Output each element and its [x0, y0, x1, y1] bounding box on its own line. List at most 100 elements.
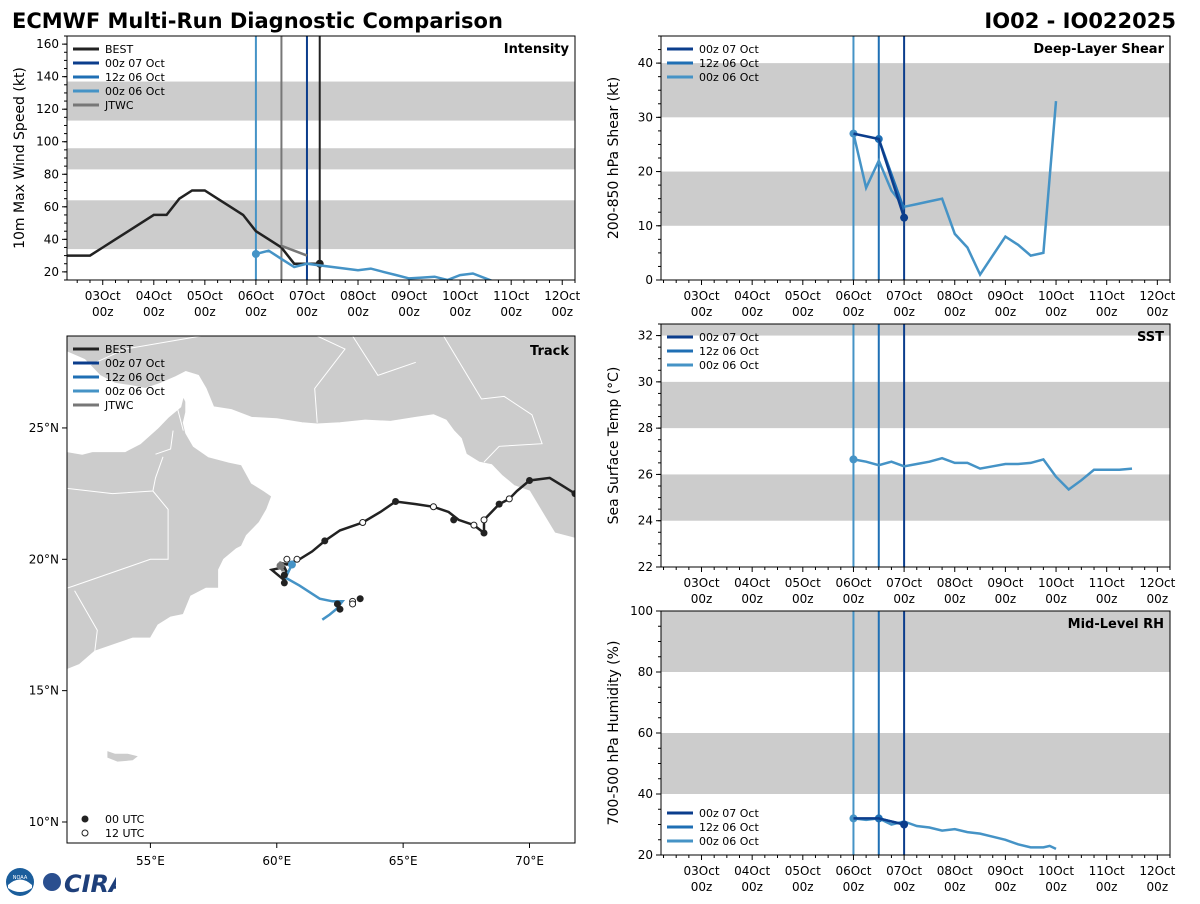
rh-x-tick-label: 06Oct	[835, 864, 871, 878]
best-track-12utc-marker	[470, 521, 478, 529]
intensity-series-line	[67, 189, 320, 265]
best-track-00utc-marker	[571, 490, 575, 498]
rh-x-tick-label-hour: 00z	[893, 880, 915, 894]
shear-x-tick-label-hour: 00z	[691, 305, 713, 319]
intensity-y-tick-label: 160	[36, 37, 59, 51]
rh-x-tick-label: 10Oct	[1038, 864, 1074, 878]
track-y-tick-label: 20°N	[29, 552, 59, 566]
best-track-00utc-marker	[336, 605, 344, 613]
rh-x-tick-label: 08Oct	[937, 864, 973, 878]
shear-legend-label: 00z 07 Oct	[699, 43, 759, 56]
track-panel-title: Track	[530, 344, 569, 359]
intensity-band	[67, 200, 575, 250]
rh-x-tick-label-hour: 00z	[1045, 880, 1067, 894]
best-track-12utc-marker	[293, 555, 301, 563]
best-track-12utc-marker	[505, 495, 513, 503]
shear-y-axis-label: 200-850 hPa Shear (kt)	[606, 77, 622, 239]
intensity-legend-label: 00z 07 Oct	[105, 57, 165, 70]
rh-legend-label: 00z 06 Oct	[699, 835, 759, 848]
shear-x-tick-label-hour: 00z	[843, 305, 865, 319]
sst-x-tick-label: 03Oct	[684, 576, 720, 590]
sst-x-tick-label: 11Oct	[1089, 576, 1125, 590]
track-legend-label: 00z 06 Oct	[105, 385, 165, 398]
intensity-legend-label: BEST	[105, 43, 133, 56]
shear-series-line	[852, 100, 1058, 278]
intensity-y-tick-label: 20	[44, 265, 59, 279]
rh-x-tick-label: 11Oct	[1089, 864, 1125, 878]
sst-series-line	[853, 456, 1133, 492]
rh-x-tick-label-hour: 00z	[944, 880, 966, 894]
shear-x-tick-label-hour: 00z	[741, 305, 763, 319]
intensity-band	[67, 148, 575, 170]
noaa-cira-logo: NOAA CIRA	[6, 868, 116, 898]
sst-x-tick-label-hour: 00z	[1147, 592, 1169, 606]
sst-x-tick-label: 07Oct	[886, 576, 922, 590]
rh-x-tick-label-hour: 00z	[995, 880, 1017, 894]
shear-x-tick-label: 07Oct	[886, 289, 922, 303]
cira-globe	[43, 873, 61, 891]
sst-y-tick-label: 28	[638, 421, 653, 435]
shear-x-tick-label-hour: 00z	[1147, 305, 1169, 319]
rh-y-tick-label: 20	[638, 848, 653, 862]
shear-band	[661, 171, 1170, 226]
intensity-x-tick-label-hour: 00z	[551, 305, 573, 319]
shear-x-tick-label: 11Oct	[1089, 289, 1125, 303]
country-border	[443, 336, 543, 463]
rh-x-tick-label-hour: 00z	[843, 880, 865, 894]
sst-band	[661, 324, 1170, 336]
rh-x-tick-label: 07Oct	[886, 864, 922, 878]
intensity-series-start-point	[251, 249, 260, 258]
rh-x-tick-label-hour: 00z	[691, 880, 713, 894]
intensity-x-tick-label-hour: 00z	[347, 305, 369, 319]
track-y-tick-label: 15°N	[29, 684, 59, 698]
best-track-00utc-marker	[392, 497, 400, 505]
intensity-x-tick-label-hour: 00z	[143, 305, 165, 319]
best-track-12utc-marker	[359, 519, 367, 527]
intensity-x-tick-label: 05Oct	[187, 289, 223, 303]
shear-x-tick-label-hour: 00z	[792, 305, 814, 319]
marker-legend-00utc-label: 00 UTC	[105, 813, 145, 826]
sst-x-tick-label: 09Oct	[987, 576, 1023, 590]
shear-x-tick-label: 03Oct	[684, 289, 720, 303]
shear-y-tick-label: 40	[638, 56, 653, 70]
sst-x-tick-label-hour: 00z	[741, 592, 763, 606]
track-plot-frame	[66, 335, 576, 844]
marker-legend-00utc-symbol	[81, 815, 89, 823]
land-socotra	[107, 751, 138, 762]
intensity-x-tick-label-hour: 00z	[398, 305, 420, 319]
intensity-x-tick-label-hour: 00z	[296, 305, 318, 319]
best-track-00utc-marker	[333, 600, 341, 608]
country-border	[67, 336, 202, 376]
track-x-tick-label: 60°E	[262, 854, 291, 868]
sst-x-tick-label-hour: 00z	[1096, 592, 1118, 606]
best-track-12utc-marker	[349, 600, 357, 608]
rh-x-tick-label: 05Oct	[785, 864, 821, 878]
forecast-track-start-point	[287, 560, 296, 569]
track-legend-label: 12z 06 Oct	[105, 371, 165, 384]
shear-series-line	[853, 132, 906, 218]
marker-legend-12utc-symbol	[81, 829, 89, 837]
shear-x-tick-label-hour: 00z	[1096, 305, 1118, 319]
rh-y-tick-label: 60	[638, 726, 653, 740]
track-legend-label: BEST	[105, 343, 133, 356]
jtwc-track-point	[276, 561, 285, 570]
shear-y-tick-label: 20	[638, 165, 653, 179]
shear-plot-frame	[660, 35, 1171, 281]
best-track-00utc-marker	[450, 516, 458, 524]
intensity-x-tick-label: 08Oct	[340, 289, 376, 303]
intensity-x-tick-label: 09Oct	[391, 289, 427, 303]
cira-logo-text: CIRA	[64, 870, 116, 898]
intensity-x-tick-label-hour: 00z	[194, 305, 216, 319]
marker-legend-12utc-label: 12 UTC	[105, 827, 145, 840]
sst-y-axis-label: Sea Surface Temp (°C)	[606, 367, 622, 525]
figure-title: ECMWF Multi-Run Diagnostic Comparison	[12, 9, 503, 33]
sst-y-tick-label: 22	[638, 560, 653, 574]
sst-plot-frame	[660, 323, 1171, 568]
shear-y-tick-label: 0	[645, 273, 653, 287]
track-x-tick-label: 65°E	[389, 854, 418, 868]
sst-x-tick-label: 04Oct	[734, 576, 770, 590]
track-x-tick-label: 70°E	[515, 854, 544, 868]
sst-y-tick-label: 32	[638, 329, 653, 343]
rh-panel-title: Mid-Level RH	[1068, 617, 1164, 632]
intensity-y-tick-label: 140	[36, 70, 59, 84]
